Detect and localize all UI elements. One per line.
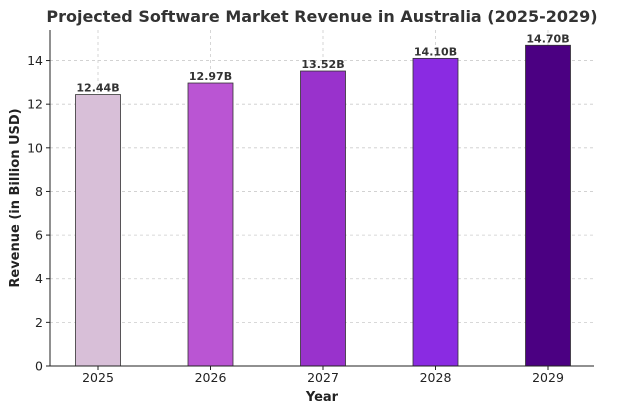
bars	[75, 44, 571, 367]
bar-data-label: 14.70B	[526, 32, 569, 45]
y-axis-label: Revenue (in Billion USD)	[8, 108, 23, 287]
x-axis-label: Year	[305, 390, 339, 405]
y-tick-label: 4	[35, 271, 43, 286]
x-tick-label: 2027	[307, 370, 339, 385]
axes	[49, 30, 594, 367]
bar	[300, 70, 346, 367]
bar-data-label: 12.97B	[189, 70, 232, 83]
x-tick-label: 2026	[195, 370, 227, 385]
bar	[412, 57, 459, 367]
y-tick-label: 2	[35, 315, 43, 330]
y-tick-label: 12	[27, 97, 43, 112]
bar	[75, 94, 121, 367]
y-tick-label: 10	[27, 140, 43, 155]
data-labels: 12.44B 12.97B 13.52B 14.10B 14.70B	[76, 32, 569, 94]
y-ticks: 0 2 4 6 8 10 12 14	[27, 53, 50, 374]
y-tick-label: 8	[35, 184, 43, 199]
bar-data-label: 13.52B	[301, 58, 344, 71]
x-tick-label: 2028	[420, 370, 452, 385]
bar	[187, 82, 234, 367]
y-tick-label: 6	[35, 228, 43, 243]
bar	[525, 44, 571, 367]
x-ticks: 2025 2026 2027 2028 2029	[82, 366, 564, 385]
bar-data-label: 12.44B	[76, 82, 119, 95]
x-tick-label: 2029	[532, 370, 564, 385]
x-tick-label: 2025	[82, 370, 114, 385]
y-tick-label: 0	[35, 359, 43, 374]
bar-data-label: 14.10B	[414, 45, 457, 58]
y-tick-label: 14	[27, 53, 43, 68]
chart-title: Projected Software Market Revenue in Aus…	[46, 7, 597, 26]
